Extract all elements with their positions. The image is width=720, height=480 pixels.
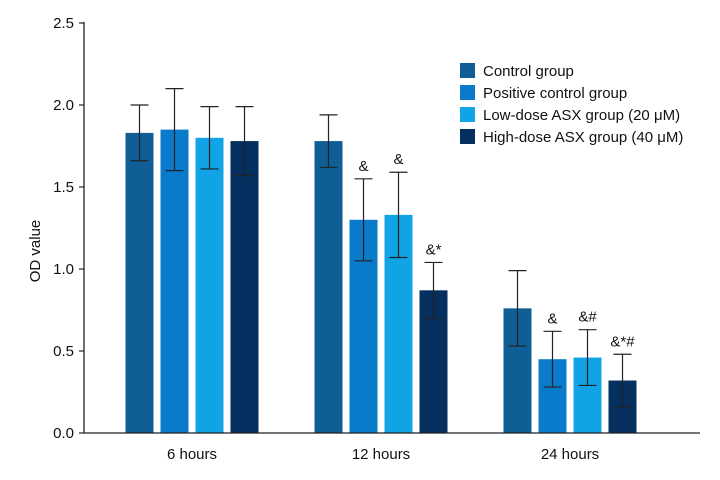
y-tick-label: 0.5 xyxy=(53,343,74,360)
y-tick-label: 0.0 xyxy=(53,425,74,442)
significance-label: & xyxy=(358,158,368,175)
bar xyxy=(125,132,154,433)
legend-swatch xyxy=(460,129,475,144)
significance-label: &*# xyxy=(610,333,635,350)
legend-swatch xyxy=(460,107,475,122)
bar xyxy=(195,137,224,434)
significance-label: & xyxy=(393,151,403,168)
x-tick-label: 6 hours xyxy=(167,446,217,463)
significance-label: &* xyxy=(426,241,442,258)
bar xyxy=(230,141,259,433)
y-tick-label: 2.5 xyxy=(53,15,74,32)
legend-label: High-dose ASX group (40 μM) xyxy=(483,129,683,146)
legend-swatch xyxy=(460,63,475,78)
y-axis-title: OD value xyxy=(27,220,44,283)
bar xyxy=(160,129,189,433)
y-tick-label: 2.0 xyxy=(53,97,74,114)
bar xyxy=(314,141,343,433)
significance-label: &# xyxy=(578,309,597,326)
legend-label: Low-dose ASX group (20 μM) xyxy=(483,107,680,124)
y-tick-label: 1.5 xyxy=(53,179,74,196)
x-tick-label: 24 hours xyxy=(541,446,599,463)
legend-swatch xyxy=(460,85,475,100)
x-tick-label: 12 hours xyxy=(352,446,410,463)
legend-label: Control group xyxy=(483,63,574,80)
y-tick-label: 1.0 xyxy=(53,261,74,278)
legend-label: Positive control group xyxy=(483,85,627,102)
significance-label: & xyxy=(547,310,557,327)
